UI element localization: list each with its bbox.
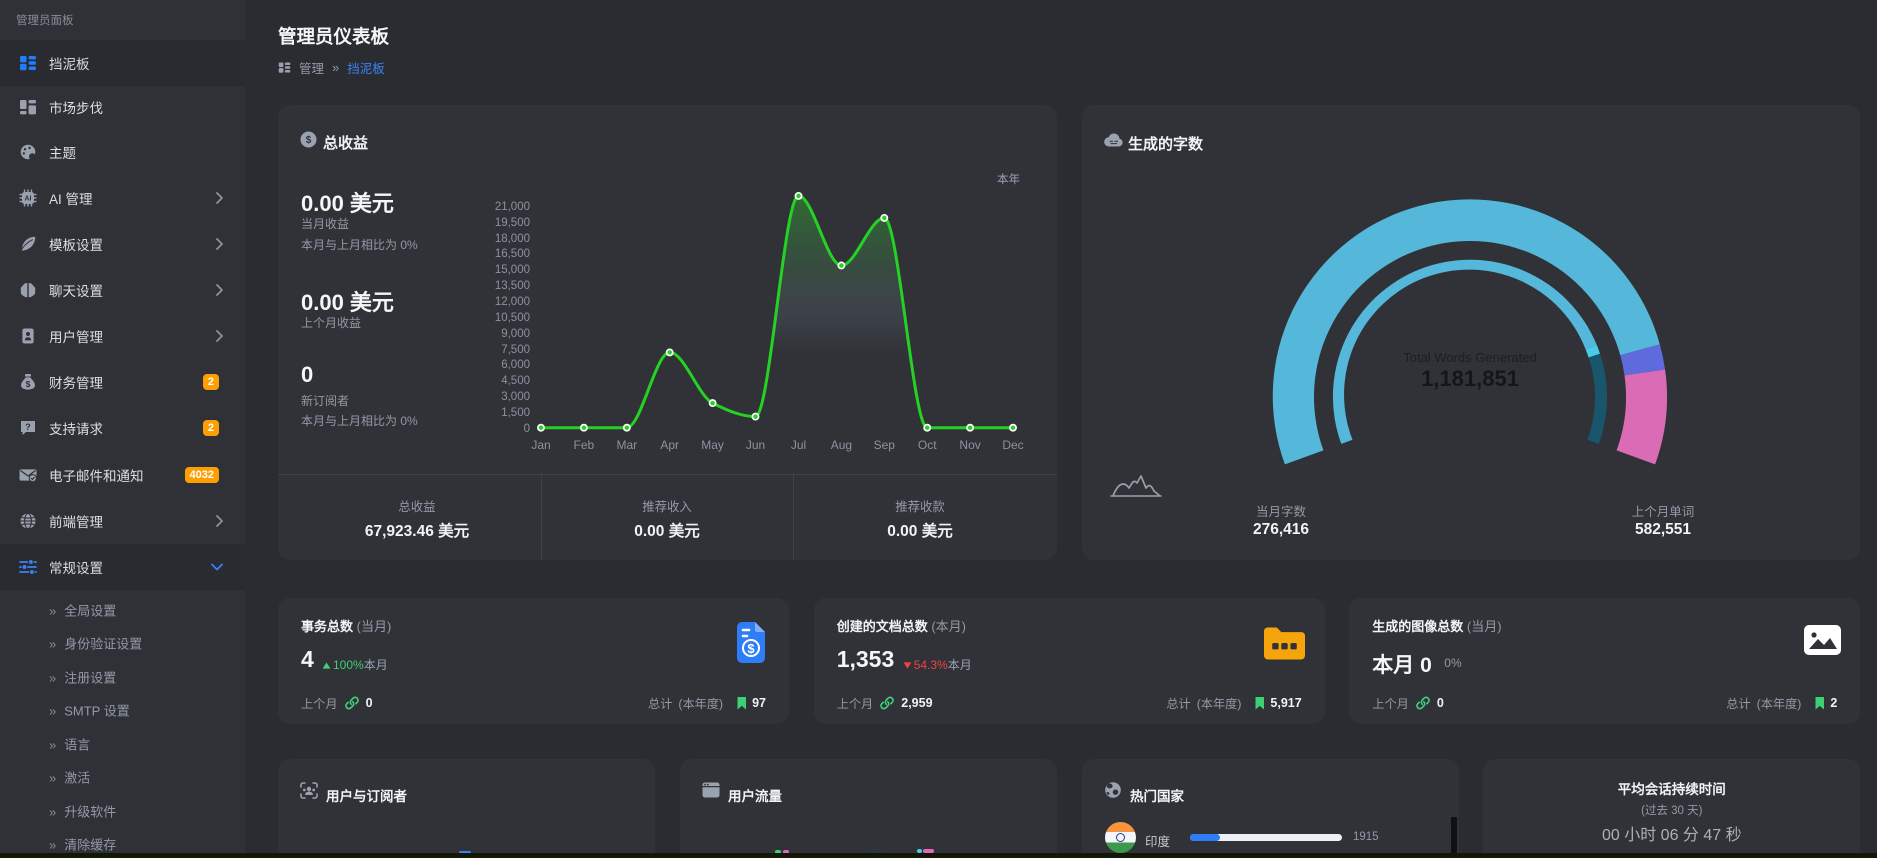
svg-text:16,500: 16,500 xyxy=(495,248,530,260)
svg-text:Jan: Jan xyxy=(531,438,550,452)
svg-text:4,500: 4,500 xyxy=(501,375,530,387)
svg-text:Jun: Jun xyxy=(746,438,765,452)
svg-text:18,000: 18,000 xyxy=(495,233,530,245)
svg-text:0: 0 xyxy=(524,423,530,435)
svg-text:1,500: 1,500 xyxy=(501,407,530,419)
svg-text:$: $ xyxy=(747,641,755,656)
svg-text:12,000: 12,000 xyxy=(495,296,530,308)
svg-text:6,000: 6,000 xyxy=(501,359,530,371)
svg-text:Dec: Dec xyxy=(1002,438,1023,452)
svg-text:13,500: 13,500 xyxy=(495,280,530,292)
svg-text:19,500: 19,500 xyxy=(495,217,530,229)
svg-text:Nov: Nov xyxy=(959,438,980,452)
svg-text:Oct: Oct xyxy=(918,438,937,452)
svg-text:?: ? xyxy=(25,422,31,432)
svg-text:AI: AI xyxy=(25,196,32,203)
svg-text:Jul: Jul xyxy=(791,438,806,452)
svg-text:9,000: 9,000 xyxy=(501,328,530,340)
svg-text:Feb: Feb xyxy=(574,438,595,452)
svg-text:21,000: 21,000 xyxy=(495,201,530,213)
svg-text:Sep: Sep xyxy=(874,438,896,452)
svg-text:10,500: 10,500 xyxy=(495,312,530,324)
svg-text:$: $ xyxy=(26,379,31,389)
svg-text:1,181,851: 1,181,851 xyxy=(1421,366,1519,391)
svg-text:May: May xyxy=(701,438,724,452)
svg-text:3,000: 3,000 xyxy=(501,391,530,403)
svg-text:$: $ xyxy=(306,135,312,146)
svg-text:Aug: Aug xyxy=(831,438,852,452)
svg-text:7,500: 7,500 xyxy=(501,344,530,356)
svg-text:Mar: Mar xyxy=(616,438,637,452)
svg-text:15,000: 15,000 xyxy=(495,264,530,276)
svg-text:Total Words Generated: Total Words Generated xyxy=(1403,350,1536,365)
svg-text:Apr: Apr xyxy=(660,438,679,452)
